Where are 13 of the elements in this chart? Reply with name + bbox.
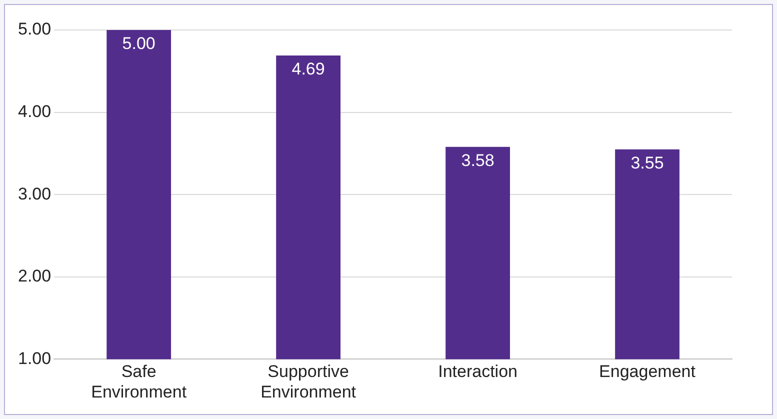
y-tick-label: 4.00 [18, 102, 52, 121]
y-tick-label: 5.00 [18, 20, 52, 39]
data-label: 5.00 [122, 34, 156, 54]
data-label: 3.55 [630, 154, 664, 173]
data-label: 3.58 [461, 151, 494, 170]
y-tick-label: 3.00 [18, 184, 52, 204]
x-tick-label: Engagement [599, 362, 696, 382]
y-tick-label: 2.00 [18, 266, 52, 286]
x-tick-label: Safe Environment [91, 362, 187, 402]
data-label: 4.69 [292, 60, 325, 79]
y-tick-label: 1.00 [18, 348, 52, 368]
x-tick-label: Interaction [438, 362, 518, 382]
x-tick-label: Supportive Environment [260, 362, 356, 402]
